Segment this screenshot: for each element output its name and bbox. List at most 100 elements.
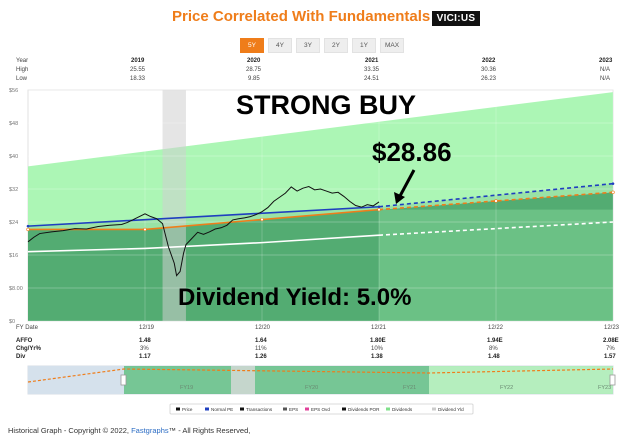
y-tick-label: $56 <box>9 88 18 94</box>
price-callout-arrow <box>394 169 416 204</box>
recession-shade <box>162 90 186 321</box>
chg-4: 8% <box>489 346 498 352</box>
legend-swatch <box>283 407 287 411</box>
navigator-label-3: FY21 <box>403 385 416 391</box>
fy-date-2: 12/20 <box>255 325 271 331</box>
low-2023: N/A <box>600 76 611 82</box>
affo-4: 1.94E <box>487 338 503 344</box>
navigator-label-1: FY19 <box>180 385 193 391</box>
period-5y-button[interactable]: 5Y <box>240 38 264 53</box>
legend-item[interactable]: Transactions <box>246 407 273 412</box>
low-2022: 26.23 <box>481 76 497 82</box>
chg-label: Chg/Yr% <box>16 346 42 352</box>
price-line <box>27 185 380 277</box>
chart-title: Price Correlated With Fundamentals <box>172 8 431 25</box>
normal-pe-band <box>28 183 613 230</box>
chg-5: 7% <box>606 346 615 352</box>
navigator-label-2: FY20 <box>305 385 318 391</box>
div-5: 1.57 <box>604 354 616 360</box>
legend-item[interactable]: Price <box>182 407 193 412</box>
high-2021: 33.35 <box>364 67 380 73</box>
period-selector: 5Y 4Y 3Y 2Y 1Y MAX <box>240 38 404 53</box>
footer-suffix: ™ - All Rights Reserved, <box>168 426 251 435</box>
div-1: 1.17 <box>139 354 151 360</box>
div-4: 1.48 <box>488 354 500 360</box>
legend-swatch <box>305 407 309 411</box>
navigator-right-handle[interactable] <box>609 374 616 386</box>
div-3: 1.38 <box>371 354 383 360</box>
forecast-shade <box>379 209 613 321</box>
legend-item[interactable]: Dividends POR <box>348 407 380 412</box>
legend-swatch <box>342 407 346 411</box>
fy-date-label: FY Date <box>16 325 38 331</box>
fy-date-3: 12/21 <box>371 325 387 331</box>
affo-point <box>377 207 381 212</box>
affo-1: 1.48 <box>139 338 151 344</box>
fy-date-1: 12/19 <box>139 325 155 331</box>
chg-1: 3% <box>140 346 149 352</box>
year-2019: 2019 <box>131 58 145 64</box>
dividend-yield-annotation: Dividend Yield: 5.0% <box>178 284 411 311</box>
period-1y-button[interactable]: 1Y <box>352 38 376 53</box>
low-2019: 18.33 <box>130 76 146 82</box>
div-label: Div <box>16 354 26 360</box>
y-tick-label: $32 <box>9 187 18 193</box>
period-4y-button[interactable]: 4Y <box>268 38 292 53</box>
legend-item[interactable]: Dividends <box>392 407 413 412</box>
navigator-left-handle[interactable] <box>120 374 127 386</box>
y-tick-label: $48 <box>9 121 18 127</box>
div-2: 1.26 <box>255 354 267 360</box>
legend-swatch <box>240 407 244 411</box>
high-row-label: High <box>16 67 29 73</box>
legend-item[interactable]: Dividend Yld <box>438 407 464 412</box>
period-2y-button[interactable]: 2Y <box>324 38 348 53</box>
y-tick-label: $40 <box>9 154 18 160</box>
year-2023: 2023 <box>599 58 613 64</box>
period-3y-button[interactable]: 3Y <box>296 38 320 53</box>
affo-point <box>26 227 30 232</box>
high-2023: N/A <box>600 67 611 73</box>
legend-item[interactable]: EPS Ovd <box>311 407 330 412</box>
chg-3: 10% <box>371 346 384 352</box>
low-2021: 24.51 <box>364 76 380 82</box>
affo-5: 2.08E <box>603 338 619 344</box>
affo-point <box>143 227 147 232</box>
y-tick-label: $8.00 <box>9 286 23 292</box>
affo-3: 1.80E <box>370 338 386 344</box>
normal-pe-point <box>26 224 30 228</box>
footer-brand-link[interactable]: Fastgraphs <box>131 426 169 435</box>
legend-item[interactable]: Normal PE <box>211 407 233 412</box>
period-max-button[interactable]: MAX <box>380 38 404 53</box>
affo-point <box>494 199 498 203</box>
legend-swatch <box>205 407 209 411</box>
legend-swatch <box>176 407 180 411</box>
low-row-label: Low <box>16 76 28 82</box>
year-row-label: Year <box>16 58 29 64</box>
strong-buy-annotation: STRONG BUY <box>236 90 416 120</box>
fy-date-4: 12/22 <box>488 325 504 331</box>
legend-swatch <box>432 407 436 411</box>
dividend-line <box>27 234 380 253</box>
legend-item[interactable]: EPS <box>289 407 298 412</box>
price-callout: $28.86 <box>372 137 452 167</box>
normal-pe-line <box>27 205 380 227</box>
footer-prefix: Historical Graph - Copyright © 2022, <box>8 426 129 435</box>
affo-point <box>611 190 615 195</box>
y-tick-label: $16 <box>9 253 18 259</box>
navigator-label-5: FY23 <box>598 385 611 391</box>
high-2020: 28.75 <box>246 67 262 73</box>
low-2020: 9.85 <box>248 76 260 82</box>
normal-pe-point <box>611 182 615 185</box>
affo-label: AFFO <box>16 338 33 344</box>
chg-2: 11% <box>255 346 267 352</box>
fy-date-5: 12/23 <box>604 325 620 331</box>
high-2022: 30.36 <box>481 67 497 73</box>
navigator-label-4: FY22 <box>500 385 513 391</box>
ticker-logo: VICI:US <box>432 11 480 26</box>
year-2021: 2021 <box>365 58 379 64</box>
affo-point <box>260 217 264 222</box>
high-2019: 25.55 <box>130 67 146 73</box>
legend-swatch <box>386 407 390 411</box>
